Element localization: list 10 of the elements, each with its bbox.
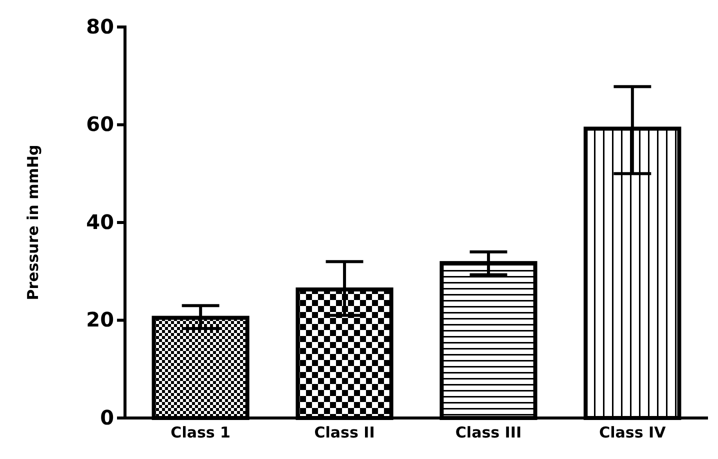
y-tick-label: 60 bbox=[86, 112, 114, 136]
x-tick-label: Class IV bbox=[599, 424, 666, 442]
x-tick-label: Class III bbox=[455, 424, 522, 442]
y-tick-label: 20 bbox=[86, 308, 114, 332]
y-tick-label: 40 bbox=[86, 210, 114, 234]
y-tick-label: 80 bbox=[86, 14, 114, 38]
y-tick-label: 0 bbox=[100, 405, 114, 430]
x-tick-label: Class 1 bbox=[170, 424, 230, 442]
y-axis-title: Pressure in mmHg bbox=[24, 144, 42, 300]
x-tick-label: Class II bbox=[314, 424, 375, 442]
